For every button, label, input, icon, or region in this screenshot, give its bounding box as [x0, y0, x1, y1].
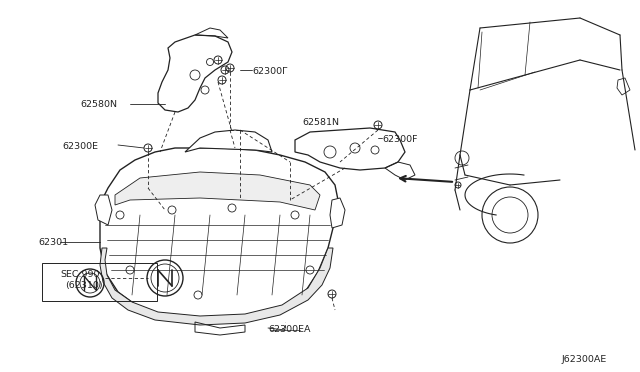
Bar: [42, 263, 157, 301]
Text: (62310): (62310): [65, 281, 102, 290]
Polygon shape: [185, 130, 272, 152]
Text: J62300AE: J62300AE: [562, 355, 607, 364]
Polygon shape: [115, 172, 320, 210]
Text: 62580N: 62580N: [80, 100, 117, 109]
Text: SEC.990: SEC.990: [60, 270, 99, 279]
Polygon shape: [330, 198, 345, 228]
Text: 62301: 62301: [38, 238, 68, 247]
Polygon shape: [95, 195, 112, 225]
Text: 62581N: 62581N: [302, 118, 339, 127]
Polygon shape: [100, 248, 333, 325]
Text: 62300Γ: 62300Γ: [252, 67, 287, 76]
Text: 62300F: 62300F: [382, 135, 417, 144]
Text: 62300E: 62300E: [62, 142, 98, 151]
Text: 62300EA: 62300EA: [268, 325, 310, 334]
Polygon shape: [100, 148, 338, 322]
